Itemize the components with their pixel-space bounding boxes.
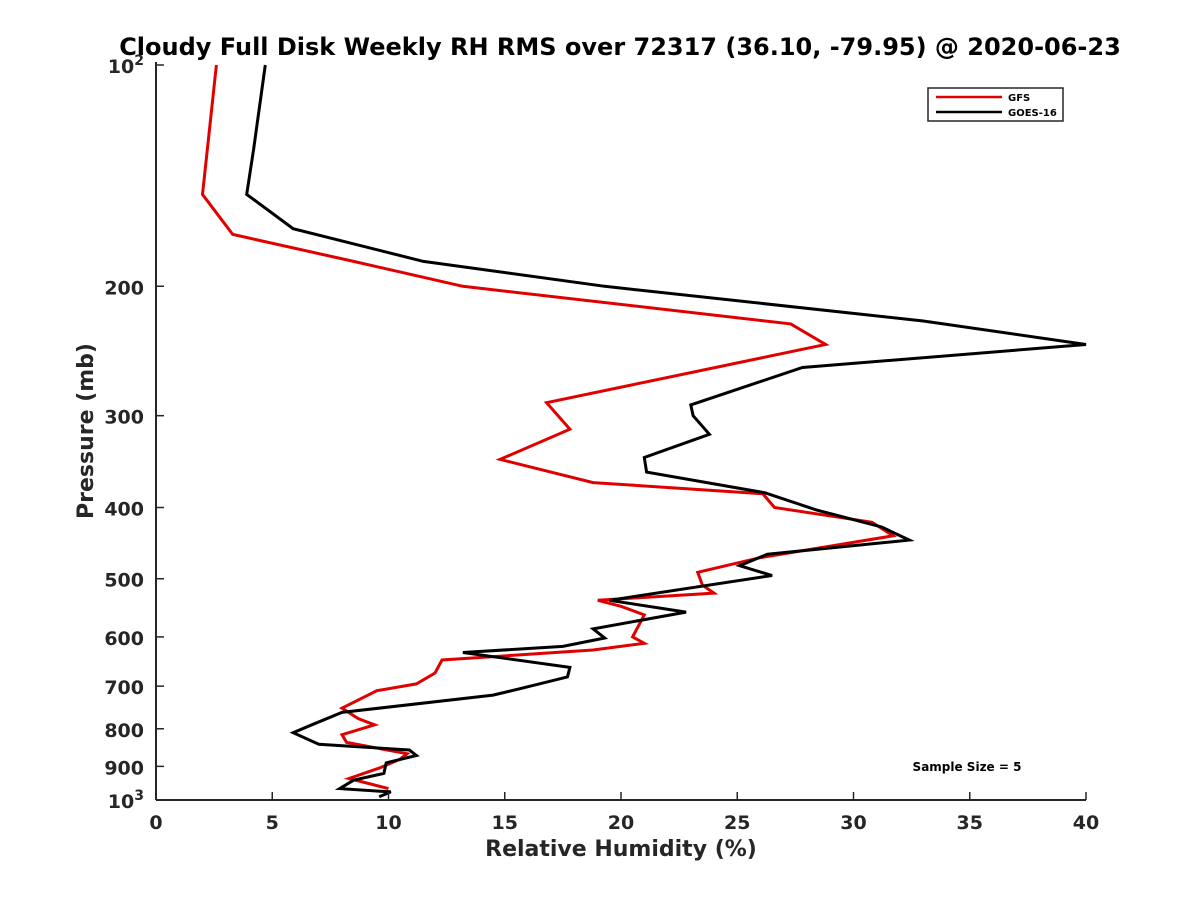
y-tick-label: 700	[104, 677, 144, 699]
legend: GFS GOES-16	[927, 87, 1064, 122]
y-tick-label: 500	[104, 570, 144, 592]
x-tick-label: 10	[375, 812, 401, 834]
x-axis-label: Relative Humidity (%)	[485, 837, 757, 862]
x-tick-label: 5	[266, 812, 279, 834]
x-tick-label: 0	[149, 812, 162, 834]
x-tick-label: 35	[957, 812, 983, 834]
x-axis-ticks: 0 5 10 15 20 25 30 35 40	[149, 792, 1099, 834]
y-tick-label: 300	[104, 407, 144, 429]
chart-title: Cloudy Full Disk Weekly RH RMS over 7231…	[119, 33, 1121, 61]
sample-size-annotation: Sample Size = 5	[913, 760, 1022, 774]
legend-label-goes16: GOES-16	[1008, 108, 1057, 119]
x-tick-label: 20	[608, 812, 634, 834]
y-tick-label: 800	[104, 720, 144, 742]
x-tick-label: 30	[840, 812, 866, 834]
plot-lines	[200, 64, 1087, 799]
y-axis-label: Pressure (mb)	[74, 343, 99, 519]
series-line-gfs	[200, 64, 898, 791]
x-tick-label: 25	[724, 812, 750, 834]
x-tick-label: 40	[1073, 812, 1099, 834]
y-tick-label: 400	[104, 499, 144, 521]
y-tick-label: 200	[104, 277, 144, 299]
legend-box	[927, 87, 1064, 122]
x-tick-label: 15	[492, 812, 518, 834]
series-line-goes16	[245, 64, 1087, 799]
y-tick-label: 900	[104, 757, 144, 779]
y-tick-label: 600	[104, 628, 144, 650]
legend-label-gfs: GFS	[1008, 93, 1030, 104]
